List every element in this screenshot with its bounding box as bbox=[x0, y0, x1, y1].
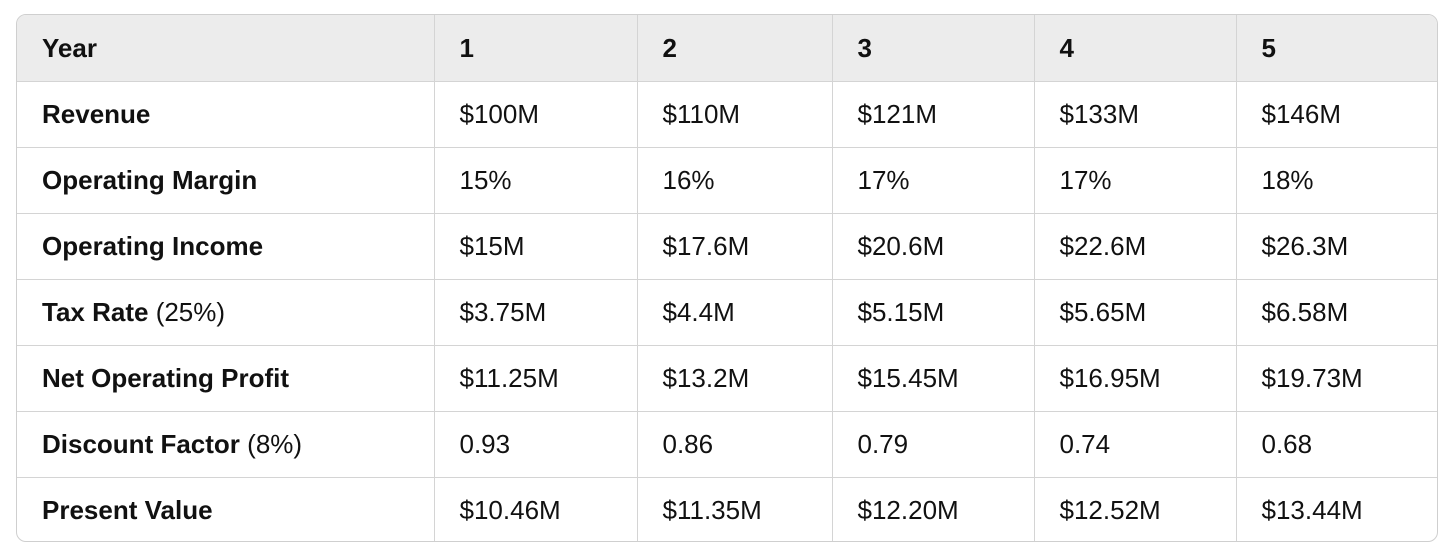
table-cell: $6.58M bbox=[1236, 279, 1437, 346]
table-cell: 17% bbox=[832, 147, 1035, 214]
table-cell: $19.73M bbox=[1236, 345, 1437, 412]
table-cell: $100M bbox=[434, 81, 638, 148]
table-cell: 16% bbox=[637, 147, 833, 214]
row-label-text: Net Operating Profit bbox=[42, 363, 290, 393]
table-row: Net Operating Profit $11.25M $13.2M $15.… bbox=[17, 345, 1437, 412]
row-label-text: Tax Rate bbox=[42, 297, 149, 327]
table-cell: $13.44M bbox=[1261, 495, 1363, 525]
table-cell: $16.95M bbox=[1034, 345, 1237, 412]
table-row: Operating Income $15M $17.6M $20.6M $22.… bbox=[17, 213, 1437, 280]
table-row: Revenue $100M $110M $121M $133M $146M bbox=[17, 81, 1437, 148]
row-label-present-value: Present Value bbox=[17, 477, 435, 541]
table-cell: 17% bbox=[1034, 147, 1237, 214]
row-label-text: Operating Income bbox=[42, 231, 264, 261]
table-cell: $3.75M bbox=[434, 279, 638, 346]
table-cell: $133M bbox=[1034, 81, 1237, 148]
table-cell: 0.93 bbox=[434, 411, 638, 478]
row-label-suffix: (8%) bbox=[247, 429, 303, 459]
row-label-revenue: Revenue bbox=[17, 81, 435, 148]
table-cell: $146M bbox=[1236, 81, 1437, 148]
table-cell: $12.20M bbox=[832, 477, 1035, 541]
row-label-text: Operating Margin bbox=[42, 165, 258, 195]
table-cell: $26.3M bbox=[1236, 213, 1437, 280]
table-cell: $11.35M bbox=[637, 477, 833, 541]
table-cell: 0.74 bbox=[1034, 411, 1237, 478]
table-header-row: Year 1 2 3 4 5 bbox=[17, 15, 1437, 82]
table-cell: $15.45M bbox=[832, 345, 1035, 412]
header-year-1: 1 bbox=[434, 15, 638, 82]
header-year-4: 4 bbox=[1034, 15, 1237, 82]
table-cell: $4.4M bbox=[637, 279, 833, 346]
table-cell: $17.6M bbox=[637, 213, 833, 280]
header-year-3: 3 bbox=[832, 15, 1035, 82]
table-cell: $12.52M bbox=[1034, 477, 1237, 541]
row-label-text: Revenue bbox=[42, 99, 151, 129]
table-cell: $13.2M bbox=[637, 345, 833, 412]
table-cell: 0.68 bbox=[1236, 411, 1437, 478]
table-cell: $11.25M bbox=[434, 345, 638, 412]
table-cell: $5.65M bbox=[1034, 279, 1237, 346]
table-cell: 0.86 bbox=[637, 411, 833, 478]
table-cell: 15% bbox=[434, 147, 638, 214]
table-row: Present Value $10.46M $11.35M $12.20M $1… bbox=[17, 477, 1437, 541]
table-cell: $5.15M bbox=[832, 279, 1035, 346]
row-label-operating-income: Operating Income bbox=[17, 213, 435, 280]
table-cell: $15M bbox=[434, 213, 638, 280]
table-cell: $10.46M bbox=[434, 477, 638, 541]
header-year: Year bbox=[17, 15, 435, 82]
header-year-2: 2 bbox=[637, 15, 833, 82]
table-cell: $20.6M bbox=[832, 213, 1035, 280]
header-year-5: 5 bbox=[1236, 15, 1437, 82]
table-row: Discount Factor (8%) 0.93 0.86 0.79 0.74… bbox=[17, 411, 1437, 478]
row-label-operating-margin: Operating Margin bbox=[17, 147, 435, 214]
table-row: Operating Margin 15% 16% 17% 17% 18% bbox=[17, 147, 1437, 214]
table-cell: $110M bbox=[637, 81, 833, 148]
financial-table: Year 1 2 3 4 5 Revenue $100M $110M $121M… bbox=[17, 15, 1437, 541]
row-label-net-operating-profit: Net Operating Profit bbox=[17, 345, 435, 412]
row-label-tax-rate: Tax Rate (25%) bbox=[17, 279, 435, 346]
table-cell: 18% bbox=[1236, 147, 1437, 214]
table-cell: $22.6M bbox=[1034, 213, 1237, 280]
table-cell: 0.79 bbox=[832, 411, 1035, 478]
row-label-text: Discount Factor bbox=[42, 429, 240, 459]
row-label-suffix: (25%) bbox=[155, 297, 226, 327]
table-cell: $121M bbox=[832, 81, 1035, 148]
financial-table-container: Year 1 2 3 4 5 Revenue $100M $110M $121M… bbox=[16, 14, 1438, 542]
table-row: Tax Rate (25%) $3.75M $4.4M $5.15M $5.65… bbox=[17, 279, 1437, 346]
row-label-text: Present Value bbox=[42, 495, 213, 525]
row-label-discount-factor: Discount Factor (8%) bbox=[17, 411, 435, 478]
